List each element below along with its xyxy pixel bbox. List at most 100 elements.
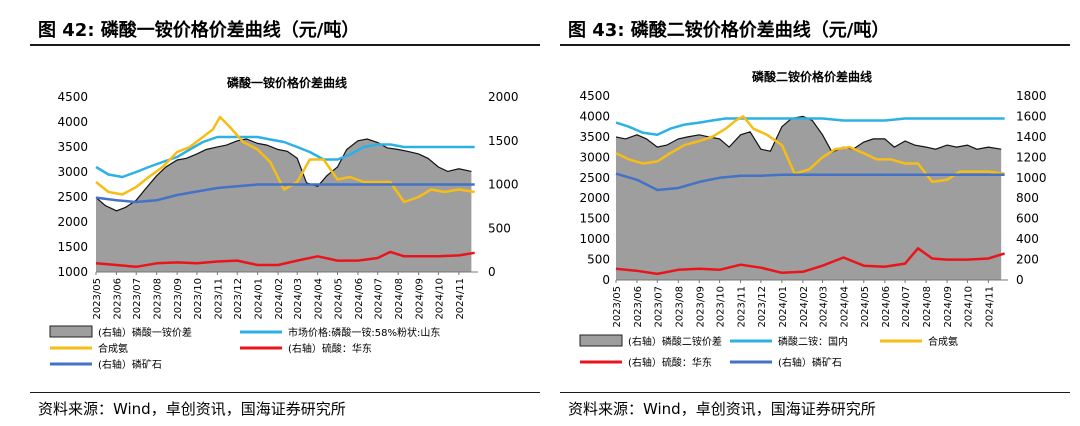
x-tick-label: 2024/10 — [434, 278, 445, 320]
figure-caption: 磷酸二铵价格价差曲线（元/吨） — [630, 20, 890, 41]
x-tick-label: 2024/04 — [314, 278, 325, 320]
series-0-area — [616, 116, 1002, 281]
y-right-tick-label: 400 — [1016, 232, 1039, 246]
y-right-tick-label: 0 — [488, 265, 496, 279]
figure-caption: 磷酸一铵价格价差曲线（元/吨） — [100, 20, 360, 41]
y-left-tick-label: 0 — [602, 273, 610, 287]
legend-label: (右轴）磷矿石 — [778, 356, 842, 369]
legend-label: 合成氨 — [928, 335, 958, 348]
x-tick-label: 2023/11 — [737, 286, 748, 328]
y-right-tick-label: 200 — [1016, 253, 1039, 267]
chart-mono-ammonium-phosphate: 磷酸一铵价格价差曲线 1000 1500 2000 2500 3000 3500 4000 45… — [49, 75, 519, 371]
y-left-tick-label: 500 — [587, 253, 610, 267]
x-tick-label: 2024/06 — [881, 286, 892, 328]
bottom-rule — [560, 392, 1070, 393]
x-tick-label: 2024/02 — [274, 278, 285, 320]
y-right-tick-label: 800 — [1016, 191, 1039, 205]
series-3-line — [615, 247, 1005, 276]
legend-label: 市场价格:磷酸一铵:58%粉状:山东 — [288, 326, 440, 339]
bottom-rule — [30, 392, 540, 393]
y-left-tick-label: 1000 — [579, 232, 610, 246]
x-tick-label: 2023/09 — [695, 286, 706, 328]
y-left-tick-label: 2500 — [57, 190, 88, 204]
figure-43: 图 43: 磷酸二铵价格价差曲线（元/吨） 磷酸二铵价格价差曲线 0 500 1000… — [560, 0, 1080, 426]
x-tick-label: 2024/05 — [860, 286, 871, 328]
y-left-tick-label: 2000 — [57, 215, 88, 229]
x-tick-label: 2024/09 — [943, 286, 954, 328]
y-right-tick-label: 600 — [1016, 212, 1039, 226]
y-left-tick-label: 1000 — [57, 265, 88, 279]
x-tick-label: 2024/10 — [963, 286, 974, 328]
legend-label: (右轴）磷酸一铵价差 — [98, 326, 192, 339]
legend-label: (右轴）硫酸：华东 — [288, 342, 372, 355]
x-tick-label: 2023/07 — [653, 286, 664, 328]
series-2-line — [95, 115, 475, 204]
legend-swatch — [579, 334, 623, 347]
series-0-area — [96, 139, 472, 272]
x-tick-label: 2024/03 — [818, 286, 829, 328]
x-tick-label: 2023/05 — [612, 286, 623, 328]
figure-42: 图 42: 磷酸一铵价格价差曲线（元/吨） 磷酸一铵价格价差曲线 1000 1500… — [30, 0, 550, 426]
figure-title: 图 42: 磷酸一铵价格价差曲线（元/吨） — [38, 16, 359, 42]
y-right-tick-label: 1800 — [1016, 89, 1047, 103]
x-tick-label: 2023/12 — [233, 278, 244, 320]
chart-diammonium-phosphate: 磷酸二铵价格价差曲线050010001500200025003000350040… — [579, 69, 1047, 369]
x-tick-label: 2023/05 — [92, 278, 103, 320]
source-note: 资料来源：Wind，卓创资讯，国海证券研究所 — [38, 400, 346, 418]
x-tick-label: 2023/10 — [716, 286, 727, 328]
y-left-tick-label: 4500 — [579, 89, 610, 103]
y-left-tick-label: 2500 — [579, 171, 610, 185]
legend-label: 合成氨 — [98, 342, 128, 355]
x-tick-label: 2024/03 — [293, 278, 304, 320]
series-0-edge — [95, 138, 472, 212]
title-rule — [560, 44, 1070, 46]
x-tick-label: 2023/08 — [674, 286, 685, 328]
legend-label: 磷酸二铵：国内 — [778, 335, 848, 348]
figure-label: 图 42: — [38, 20, 95, 41]
x-tick-label: 2024/02 — [799, 286, 810, 328]
y-right-tick-label: 2000 — [488, 90, 519, 104]
x-tick-label: 2023/07 — [132, 278, 143, 320]
title-rule — [30, 44, 540, 46]
x-tick-label: 2023/06 — [633, 286, 644, 328]
y-right-tick-label: 1400 — [1016, 130, 1047, 144]
series-2-line — [615, 115, 1005, 184]
x-tick-label: 2024/08 — [394, 278, 405, 320]
x-tick-label: 2024/06 — [354, 278, 365, 320]
chart-title: 磷酸二铵价格价差曲线 — [752, 69, 872, 84]
y-right-tick-label: 500 — [488, 221, 511, 235]
y-right-tick-label: 0 — [1016, 273, 1024, 287]
legend-label: (右轴）磷矿石 — [98, 358, 162, 371]
y-right-tick-label: 1200 — [1016, 150, 1047, 164]
series-3-line — [95, 250, 475, 269]
y-right-tick-label: 1000 — [488, 178, 519, 192]
y-left-tick-label: 4000 — [57, 115, 88, 129]
x-tick-label: 2024/07 — [374, 278, 385, 320]
x-tick-label: 2023/08 — [153, 278, 164, 320]
series-4-line — [615, 172, 1005, 192]
x-tick-label: 2024/11 — [455, 278, 466, 320]
x-tick-label: 2024/07 — [901, 286, 912, 328]
x-tick-label: 2024/09 — [415, 278, 426, 320]
x-tick-label: 2023/10 — [193, 278, 204, 320]
x-tick-label: 2024/08 — [922, 286, 933, 328]
x-tick-label: 2023/09 — [173, 278, 184, 320]
x-tick-label: 2023/06 — [112, 278, 123, 320]
legend-label: (右轴）硫酸：华东 — [628, 356, 712, 369]
y-left-tick-label: 3000 — [57, 165, 88, 179]
figure-label: 图 43: — [568, 20, 625, 41]
y-left-tick-label: 3500 — [57, 140, 88, 154]
y-left-tick-label: 1500 — [57, 240, 88, 254]
legend-swatch — [49, 325, 93, 338]
x-tick-label: 2024/05 — [333, 278, 344, 320]
y-left-tick-label: 1500 — [579, 212, 610, 226]
chart-title: 磷酸一铵价格价差曲线 — [227, 75, 347, 90]
figure-title: 图 43: 磷酸二铵价格价差曲线（元/吨） — [568, 16, 889, 42]
x-tick-label: 2024/11 — [984, 286, 995, 328]
y-left-tick-label: 3000 — [579, 150, 610, 164]
x-tick-label: 2024/01 — [778, 286, 789, 328]
y-left-tick-label: 2000 — [579, 191, 610, 205]
series-1-line — [95, 135, 475, 179]
source-note: 资料来源：Wind，卓创资讯，国海证券研究所 — [568, 400, 876, 418]
x-tick-label: 2023/11 — [213, 278, 224, 320]
